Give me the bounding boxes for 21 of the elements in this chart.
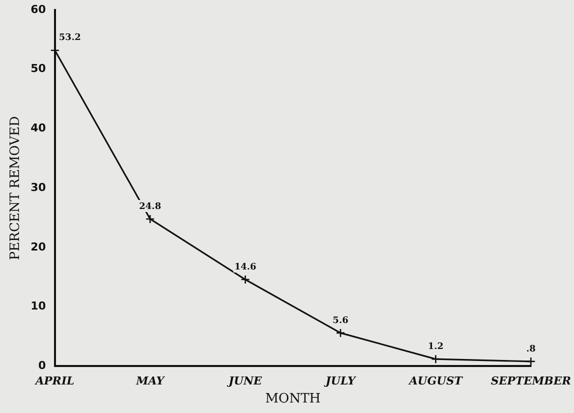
y-axis-title: PERCENT REMOVED bbox=[8, 116, 24, 260]
x-tick-label: JULY bbox=[324, 374, 356, 388]
data-label: 1.2 bbox=[428, 342, 444, 352]
y-tick-label: 10 bbox=[30, 300, 46, 313]
y-tick-label: 60 bbox=[30, 2, 46, 16]
y-tick-label: 30 bbox=[30, 180, 46, 194]
data-label: 24.8 bbox=[139, 202, 162, 212]
x-tick-label: MAY bbox=[135, 374, 166, 388]
x-tick-label: SEPTEMBER bbox=[490, 374, 571, 388]
data-label: 5.6 bbox=[332, 316, 348, 326]
y-tick-label: 40 bbox=[30, 122, 46, 135]
x-axis-title: MONTH bbox=[265, 392, 321, 407]
data-label: .8 bbox=[526, 344, 536, 354]
y-tick-label: 20 bbox=[30, 240, 46, 254]
y-tick-label: 50 bbox=[30, 62, 46, 76]
x-tick-label: JUNE bbox=[226, 374, 263, 388]
data-label: 53.2 bbox=[58, 33, 81, 44]
x-tick-label: APRIL bbox=[34, 374, 75, 388]
data-label: 14.6 bbox=[234, 262, 256, 272]
y-tick-label: 0 bbox=[38, 359, 46, 372]
x-tick-label: AUGUST bbox=[408, 374, 464, 388]
